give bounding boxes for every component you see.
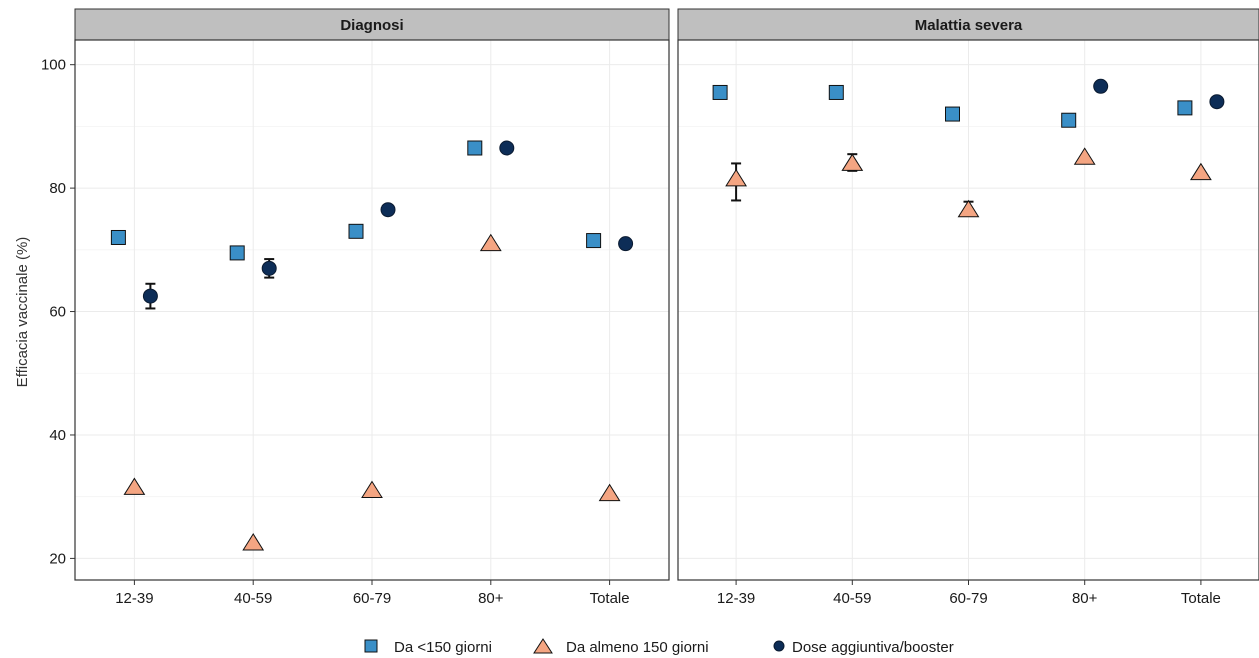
point-triangle-12-39 xyxy=(725,168,748,187)
point-triangle-60-79 xyxy=(957,199,980,218)
x-tick-label: Totale xyxy=(590,590,630,607)
point-triangle-60-79 xyxy=(361,480,383,499)
y-tick-label: 100 xyxy=(41,57,66,74)
point-circle-80- xyxy=(499,140,515,156)
point-circle-40-59 xyxy=(261,260,277,276)
x-tick-label: 40-59 xyxy=(833,590,871,607)
y-tick-label: 80 xyxy=(49,180,66,197)
panel-title: Diagnosi xyxy=(340,17,403,34)
x-tick-label: 40-59 xyxy=(234,590,272,607)
panel-malattia-severa: Malattia severa 12-39 40-59 60-79 80+ Totale xyxy=(677,8,1259,607)
point-circle-80- xyxy=(1093,78,1109,94)
y-axis: 20 40 60 80 100 xyxy=(41,57,75,567)
point-square-totale xyxy=(1177,100,1193,116)
point-square-12-39 xyxy=(712,84,728,100)
panel-title: Malattia severa xyxy=(915,17,1023,34)
legend-square-icon xyxy=(364,639,378,653)
x-tick-label: 60-79 xyxy=(949,590,987,607)
point-triangle-40-59 xyxy=(841,153,864,171)
x-tick-label: Totale xyxy=(1181,590,1221,607)
point-square-80- xyxy=(1061,112,1077,128)
y-tick-label: 60 xyxy=(49,304,66,321)
panel-diagnosi: Diagnosi 12-39 40-59 60-79 80+ Totale xyxy=(74,8,670,607)
point-circle-12-39 xyxy=(142,288,158,304)
x-tick-label: 60-79 xyxy=(353,590,391,607)
x-tick-label: 80+ xyxy=(478,590,504,607)
point-square-40-59 xyxy=(229,245,245,261)
point-triangle-80- xyxy=(1073,147,1096,165)
legend-item-triangle: Da almeno 150 giorni xyxy=(533,638,709,656)
legend-label: Dose aggiuntiva/booster xyxy=(792,639,954,656)
point-triangle-80- xyxy=(479,233,502,252)
x-tick-label: 12-39 xyxy=(717,590,755,607)
x-tick-label: 80+ xyxy=(1072,590,1098,607)
point-triangle-12-39 xyxy=(123,477,146,495)
legend-label: Da <150 giorni xyxy=(394,639,492,656)
point-square-totale xyxy=(586,233,602,249)
point-circle-totale xyxy=(1209,94,1225,110)
legend-item-circle: Dose aggiuntiva/booster xyxy=(773,639,954,656)
point-square-80- xyxy=(467,140,483,156)
legend-item-square: Da <150 giorni xyxy=(364,639,492,656)
point-circle-totale xyxy=(618,236,634,252)
point-square-40-59 xyxy=(828,84,844,100)
legend: Da <150 giorni Da almeno 150 giorni Dose a… xyxy=(364,638,954,656)
x-tick-label: 12-39 xyxy=(115,590,153,607)
y-axis-title: Efficacia vaccinale (%) xyxy=(14,237,31,388)
legend-circle-icon xyxy=(773,640,785,652)
y-tick-label: 40 xyxy=(49,427,66,444)
panel-strip xyxy=(74,8,670,41)
point-triangle-totale xyxy=(1189,162,1212,181)
point-square-60-79 xyxy=(945,106,960,122)
legend-triangle-icon xyxy=(533,638,553,654)
point-circle-60-79 xyxy=(380,202,396,218)
point-triangle-totale xyxy=(598,483,621,502)
point-triangle-40-59 xyxy=(242,533,265,551)
point-square-12-39 xyxy=(110,229,126,245)
legend-label: Da almeno 150 giorni xyxy=(566,639,709,656)
y-tick-label: 20 xyxy=(49,550,66,567)
point-square-60-79 xyxy=(348,223,364,239)
